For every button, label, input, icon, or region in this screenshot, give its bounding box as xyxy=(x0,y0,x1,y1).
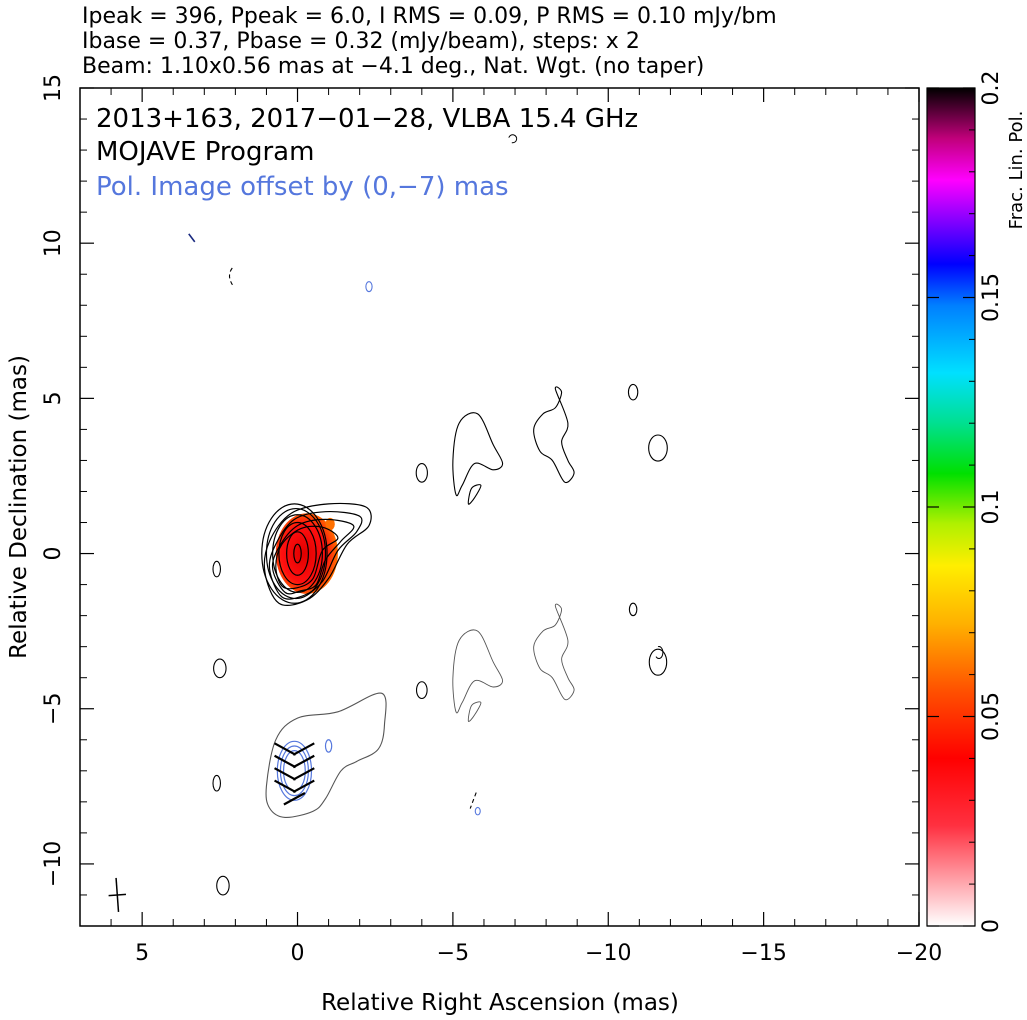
small-contour-blob xyxy=(415,681,428,700)
program-annotation: MOJAVE Program xyxy=(96,137,314,167)
jet-contour xyxy=(268,510,363,600)
core-contour xyxy=(286,531,309,576)
evpa-vector xyxy=(274,767,297,781)
small-contour-blob xyxy=(212,774,222,792)
small-contour-blob xyxy=(216,875,230,896)
core-contour xyxy=(278,521,317,586)
header-line-1: Ipeak = 396, Ppeak = 6.0, I RMS = 0.09, … xyxy=(82,4,777,29)
frac-pol-knot xyxy=(325,517,335,531)
core-contour xyxy=(265,507,327,600)
colorbar-tick-label: 0.1 xyxy=(979,490,1004,525)
y-tick-label: 15 xyxy=(41,74,66,102)
core-contour xyxy=(272,514,323,593)
colorbar-tick-label: 0.2 xyxy=(979,71,1004,106)
axis-ticks: 5 0 −5 −10 −15 −20 15 10 5 0 −5 −10 xyxy=(41,74,942,966)
plot-frame xyxy=(79,87,920,927)
colorbar-tick-label: 0 xyxy=(979,919,1004,933)
pol-offset-annotation: Pol. Image offset by (0,−7) mas xyxy=(96,172,509,202)
y-tick-label: −10 xyxy=(41,841,66,887)
pol-contour-blob xyxy=(365,281,373,293)
small-contour-blob xyxy=(648,648,668,676)
small-contour-blob xyxy=(508,134,518,144)
beam-minor-axis xyxy=(108,893,127,897)
x-axis-label: Relative Right Ascension (mas) xyxy=(321,990,679,1016)
offset-island-contour xyxy=(467,701,482,722)
outer-island-contour xyxy=(467,484,482,505)
outer-island-contour xyxy=(533,386,575,484)
small-contour-blob xyxy=(655,646,664,659)
offset-stokes-i-contour xyxy=(265,692,387,818)
core-contour xyxy=(261,503,328,604)
colorbar-ticks: 0 0.05 0.1 0.15 0.2 xyxy=(927,71,1004,933)
x-tick-label: −15 xyxy=(740,941,786,966)
evpa-vector xyxy=(274,779,297,794)
small-contour-blob xyxy=(415,462,428,483)
x-tick-label: −5 xyxy=(437,941,469,966)
evpa-vector xyxy=(274,754,297,769)
source-annotation: 2013+163, 2017−01−28, VLBA 15.4 GHz xyxy=(96,104,638,134)
y-tick-label: 10 xyxy=(41,229,66,257)
small-contour-blob xyxy=(627,383,639,401)
outer-island-contour xyxy=(452,412,504,497)
header-line-3: Beam: 1.10x0.56 mas at −4.1 deg., Nat. W… xyxy=(82,54,704,79)
y-axis-label: Relative Declination (mas) xyxy=(6,355,32,659)
small-contour-blob xyxy=(212,560,222,578)
evpa-vector xyxy=(292,779,315,794)
evpa-vector xyxy=(283,792,306,806)
colorbar-tick-label: 0.15 xyxy=(979,273,1004,322)
edge-feature xyxy=(188,233,196,243)
small-contour-blob xyxy=(213,658,227,679)
header-line-2: Ibase = 0.37, Pbase = 0.32 (mJy/beam), s… xyxy=(82,29,640,54)
jet-contour xyxy=(275,525,339,590)
colorbar-label: Frac. Lin. Pol. xyxy=(1006,111,1027,230)
x-tick-label: −10 xyxy=(585,941,631,966)
evpa-vector xyxy=(292,754,315,769)
x-tick-label: 5 xyxy=(135,941,149,966)
offset-island-contour xyxy=(452,629,504,714)
negative-contour xyxy=(469,792,477,809)
y-tick-label: 0 xyxy=(41,547,66,561)
offset-island-contour xyxy=(533,603,575,701)
pol-intensity-contour xyxy=(324,739,333,753)
negative-contour xyxy=(228,267,234,287)
x-tick-label: −20 xyxy=(896,941,942,966)
y-tick-label: 5 xyxy=(41,391,66,405)
pol-contour-blob xyxy=(474,806,481,816)
colorbar-tick-label: 0.05 xyxy=(979,692,1004,741)
small-contour-blob xyxy=(628,602,638,617)
evpa-vector xyxy=(274,742,297,756)
peak-contour xyxy=(293,543,302,564)
map-data-layer xyxy=(108,134,668,913)
small-contour-blob xyxy=(648,434,668,462)
x-tick-label: 0 xyxy=(291,941,305,966)
evpa-vector xyxy=(292,742,315,756)
y-tick-label: −5 xyxy=(41,693,66,725)
evpa-vector xyxy=(292,767,315,781)
